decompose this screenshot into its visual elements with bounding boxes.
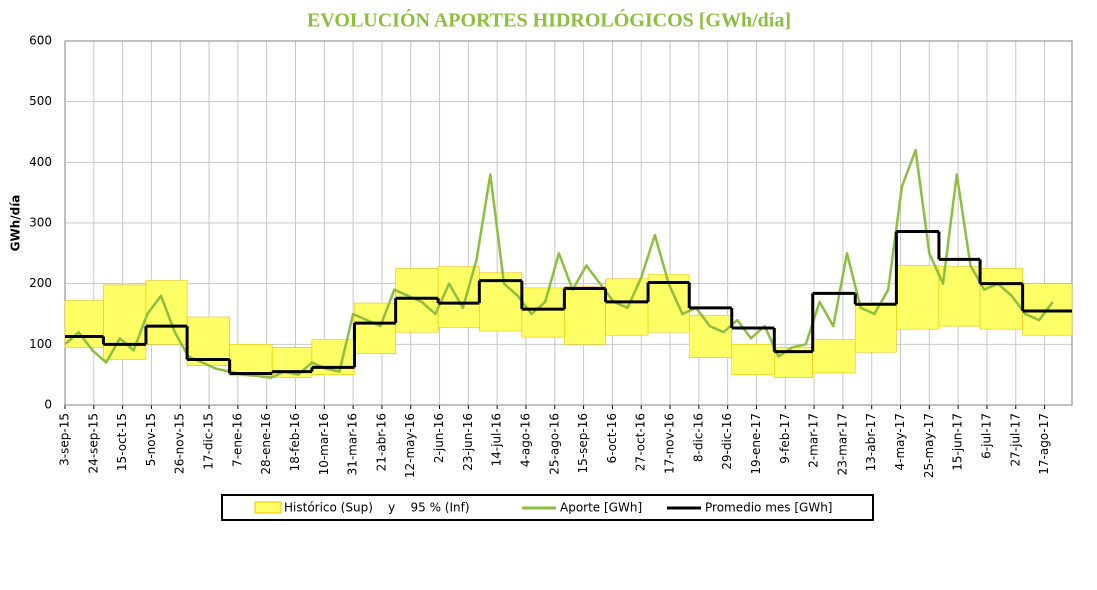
x-tick-label: 21-abr-16 [374,413,388,471]
x-tick-label: 25-may-17 [922,413,936,478]
x-tick-label: 14-jul-16 [490,413,504,466]
band-segment [564,286,606,345]
band-segment [938,266,981,327]
band-segment [521,287,565,338]
x-tick-label: 26-nov-15 [173,413,187,474]
x-tick-label: 4-may-17 [893,413,907,471]
legend-label: Histórico (Sup) y 95 % (Inf) [284,501,470,515]
band-segment [896,265,940,330]
x-tick-label: 27-oct-16 [634,413,648,471]
x-tick-label: 9-feb-17 [778,413,792,464]
band-segment [103,284,147,360]
x-tick-label: 27-jul-17 [1008,413,1022,466]
x-tick-label: 24-sep-15 [86,413,100,473]
x-tick-label: 2-mar-17 [807,413,821,468]
x-tick-label: 15-jun-17 [951,413,965,471]
x-tick-label: 2-jun-16 [432,413,446,463]
x-tick-label: 17-nov-16 [663,413,677,474]
band-segment [479,272,523,332]
band-segment [812,339,856,374]
x-tick-label: 31-mar-16 [346,413,360,475]
y-tick-label: 0 [44,398,52,412]
y-axis-label: GWh/día [9,195,23,252]
x-tick-label: 23-mar-17 [835,413,849,475]
y-tick-label: 200 [29,276,52,290]
x-tick-label: 25-ago-16 [547,413,561,475]
x-tick-label: 7-ene-16 [230,413,244,467]
legend [221,494,874,521]
band-segment [731,344,775,375]
x-tick-label: 28-ene-16 [259,413,273,475]
y-tick-label: 300 [29,216,52,230]
x-tick-label: 3-sep-15 [58,413,72,466]
x-tick-label: 13-abr-17 [864,413,878,471]
band-segment [979,268,1023,330]
legend-label: Promedio mes [GWh] [705,501,833,515]
x-tick-label: 10-mar-16 [317,413,331,475]
x-tick-label: 29-dic-16 [720,413,734,470]
y-tick-label: 600 [29,34,52,48]
x-tick-label: 15-oct-15 [115,413,129,471]
x-tick-label: 17-ago-17 [1037,413,1051,475]
x-tick-label: 12-may-16 [403,413,417,478]
band-segment [229,344,273,377]
x-tick-label: 4-ago-16 [518,413,532,467]
x-tick-label: 6-oct-16 [605,413,619,463]
x-tick-label: 15-sep-16 [576,413,590,473]
x-tick-label: 5-nov-15 [144,413,158,466]
band-segment [354,302,396,354]
x-tick-label: 6-jul-17 [979,413,993,459]
y-tick-label: 100 [29,337,52,351]
y-tick-label: 500 [29,94,52,108]
band-segment [186,316,230,366]
band-segment [688,314,733,358]
legend-swatch [254,501,282,514]
x-tick-label: 23-jun-16 [461,413,475,471]
chart-title: EVOLUCIÓN APORTES HIDROLÓGICOS [GWh/día] [307,8,791,32]
x-tick-label: 17-dic-15 [202,413,216,470]
x-tick-label: 8-dic-16 [691,413,705,462]
plot-frame [64,40,1073,406]
y-tick-label: 400 [29,155,52,169]
legend-label: Aporte [GWh] [560,501,642,515]
x-tick-label: 18-feb-16 [288,413,302,471]
x-tick-label: 19-ene-17 [749,413,763,475]
